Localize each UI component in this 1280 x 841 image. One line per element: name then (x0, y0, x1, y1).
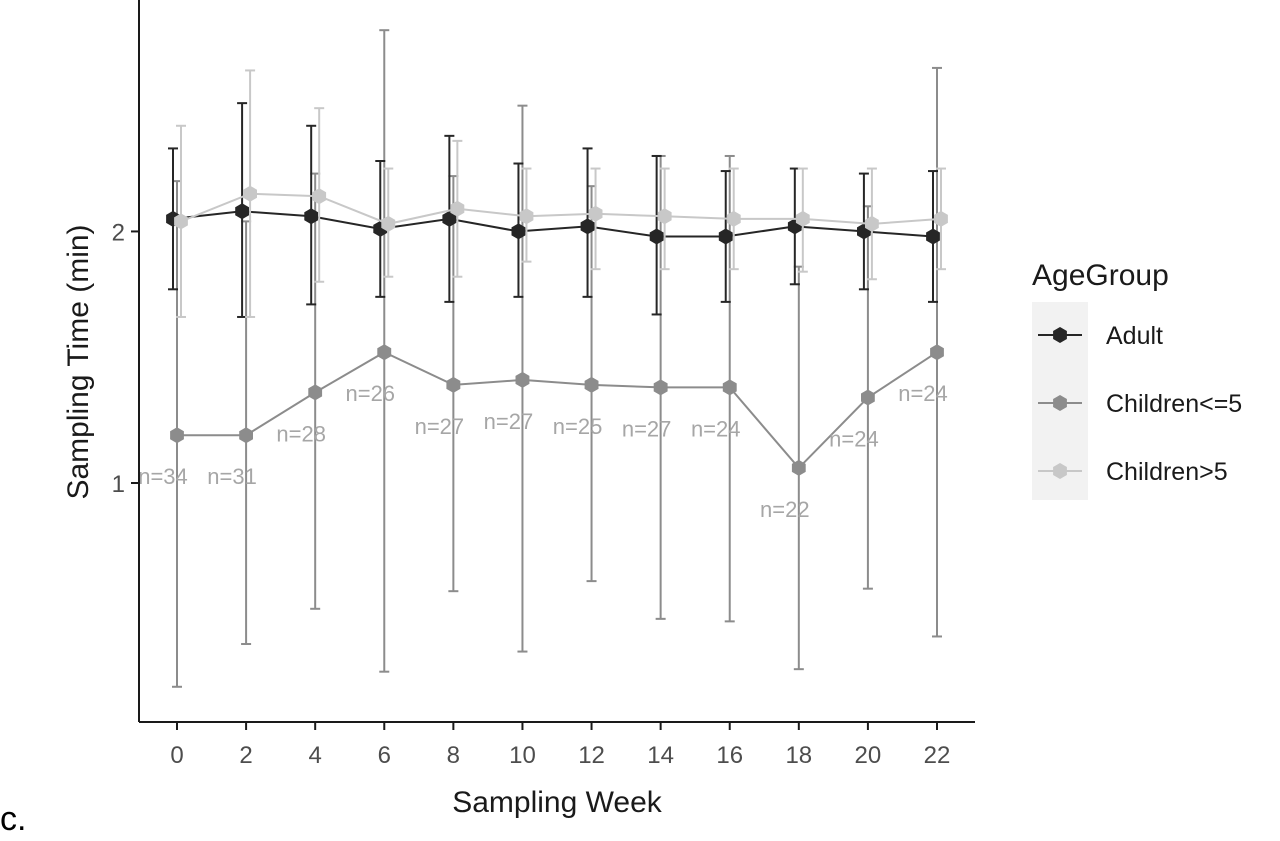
data-point (722, 379, 737, 396)
data-point (649, 228, 664, 245)
x-tick-label: 12 (578, 742, 605, 769)
sample-size-label: n=28 (276, 421, 326, 446)
series-adult (166, 102, 940, 318)
sample-size-label: n=24 (898, 381, 948, 406)
data-point (795, 210, 810, 227)
legend-item: Children>5 (1038, 458, 1228, 486)
data-point (377, 344, 392, 361)
x-tick-label: 22 (924, 742, 951, 769)
data-point (511, 223, 526, 240)
data-point (239, 427, 253, 444)
data-point (450, 200, 465, 217)
legend-key-marker (1053, 463, 1067, 479)
x-tick-label: 10 (509, 742, 536, 769)
data-point (657, 208, 672, 225)
data-point (791, 459, 806, 476)
data-point (174, 213, 188, 230)
sample-size-label: n=31 (207, 464, 257, 489)
data-point (308, 384, 323, 401)
data-point (170, 427, 184, 444)
data-point (243, 185, 257, 202)
x-tick-label: 2 (239, 742, 252, 769)
legend-item: Adult (1038, 322, 1163, 350)
series-line (172, 210, 934, 238)
data-point (446, 376, 461, 393)
panel-label: c. (0, 800, 27, 838)
data-point (718, 228, 733, 245)
y-axis-title: Sampling Time (min) (62, 224, 95, 499)
data-point (304, 208, 319, 225)
legend-key-marker (1053, 395, 1067, 411)
data-point (588, 205, 603, 222)
data-point (312, 188, 327, 205)
x-tick-label: 8 (447, 742, 460, 769)
legend-title: AgeGroup (1032, 259, 1169, 292)
data-point (235, 203, 249, 220)
data-point (519, 208, 534, 225)
sample-size-label: n=27 (484, 409, 534, 434)
x-axis-ticks: 0 2 4 6 8 10 12 14 16 18 20 22 (170, 722, 950, 769)
legend-label: Adult (1106, 322, 1163, 350)
sample-size-label: n=24 (829, 426, 879, 451)
series-children-5 (170, 29, 944, 688)
data-point (934, 210, 948, 227)
data-point (861, 389, 875, 406)
x-tick-label: 20 (855, 742, 882, 769)
sample-size-label: n=22 (760, 497, 810, 522)
data-point (580, 218, 595, 235)
legend-label: Children>5 (1106, 458, 1228, 486)
data-point (381, 215, 396, 232)
data-point (584, 376, 599, 393)
sample-size-label: n=34 (138, 464, 188, 489)
sample-size-label: n=25 (553, 414, 603, 439)
y-tick-label: 1 (112, 471, 125, 498)
x-tick-label: 4 (309, 742, 322, 769)
series-line (180, 192, 942, 225)
legend-key-marker (1053, 327, 1067, 343)
x-tick-label: 16 (716, 742, 743, 769)
data-point (865, 215, 879, 232)
x-axis-title: Sampling Week (452, 786, 663, 819)
data-point (926, 228, 940, 245)
sample-size-label: n=26 (345, 381, 395, 406)
sample-size-label: n=24 (691, 416, 741, 441)
sample-size-label: n=27 (622, 416, 672, 441)
x-tick-label: 6 (378, 742, 391, 769)
x-tick-label: 14 (647, 742, 674, 769)
series-children-5 (174, 69, 948, 318)
data-point (515, 371, 530, 388)
data-point (930, 344, 944, 361)
sample-size-label: n=27 (415, 414, 465, 439)
legend-label: Children<=5 (1106, 390, 1242, 418)
data-point (726, 210, 741, 227)
legend-item: Children<=5 (1038, 390, 1242, 418)
data-point (653, 379, 668, 396)
sample-size-labels: n=34 n=31 n=28 n=26 n=27 n=27 n=25 n=27 n=24 n=22… (138, 381, 948, 522)
y-tick-label: 2 (112, 219, 125, 246)
legend-items: Adult Children<=5 Children>5 (1038, 322, 1242, 486)
x-tick-label: 0 (170, 742, 183, 769)
y-axis-ticks: 12 (112, 219, 139, 498)
plot-area: n=34 n=31 n=28 n=26 n=27 n=27 n=25 n=27 n=24 n=22… (138, 29, 948, 688)
x-tick-label: 18 (785, 742, 812, 769)
data-point (442, 210, 457, 227)
series-line (177, 351, 938, 470)
legend: AgeGroup Adult Children<=5 Children>5 (1032, 259, 1242, 500)
